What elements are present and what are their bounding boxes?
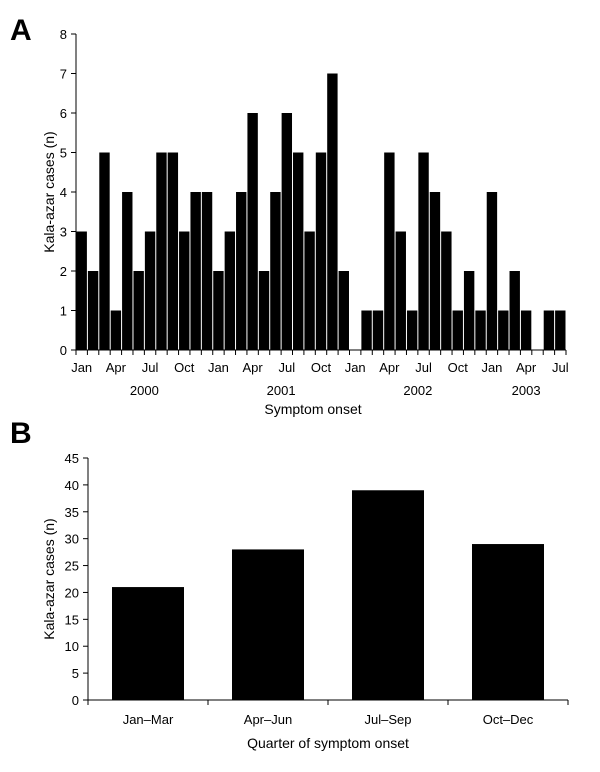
panel-b-category-label: Jul–Sep [365, 712, 412, 727]
panel-a-month-label: Jan [71, 360, 92, 375]
panel-a-y-tick-label: 4 [60, 185, 67, 200]
panel-a-xlabel: Symptom onset [264, 401, 361, 417]
panel-a-y-tick-label: 6 [60, 106, 67, 121]
panel-a-year-label: 2003 [512, 383, 541, 398]
panel-a-ylabel: Kala-azar cases (n) [41, 131, 57, 252]
panel-a-month-label: Jul [552, 360, 569, 375]
panel-b-y-tick-label: 0 [72, 693, 79, 708]
panel-a-y-tick-label: 0 [60, 343, 67, 358]
panel-a-bar [247, 113, 258, 350]
panel-a-bar [520, 310, 532, 350]
panel-a-month-label: Oct [448, 360, 469, 375]
panel-a-bar [395, 231, 406, 350]
panel-a-month-label: Jul [415, 360, 432, 375]
panel-a-month-label: Apr [516, 360, 537, 375]
panel-a-bar [418, 152, 429, 350]
panel-b-bar [112, 587, 184, 700]
panel-a-bar [543, 310, 555, 350]
panel-a-month-label: Apr [243, 360, 264, 375]
panel-b-y-tick-label: 15 [65, 612, 79, 627]
panel-a-bar [452, 310, 463, 350]
panel-a-month-label: Jan [208, 360, 229, 375]
panel-a-bar [498, 310, 509, 350]
panel-a-y-tick-label: 3 [60, 225, 67, 240]
panel-a-bar [99, 152, 110, 350]
panel-a-bar [167, 152, 179, 350]
panel-a-bar [304, 231, 315, 350]
panel-b-y-tick-label: 10 [65, 639, 79, 654]
panel-b-y-tick-label: 30 [65, 532, 79, 547]
panel-a-month-label: Jan [345, 360, 366, 375]
panel-a-bar [76, 231, 87, 350]
panel-b-y-tick-label: 25 [65, 559, 79, 574]
panel-b-y-tick-label: 20 [65, 585, 79, 600]
panel-a-bar [406, 310, 418, 350]
panel-a-bar [179, 231, 190, 350]
panel-a-bar [509, 271, 520, 350]
panel-a-bar [315, 152, 327, 350]
panel-a-bar [87, 271, 99, 350]
panel-a-bar [361, 310, 372, 350]
panel-b-ylabel: Kala-azar cases (n) [41, 518, 57, 639]
panel-a-month-label: Oct [311, 360, 332, 375]
panel-a-y-tick-label: 5 [60, 146, 67, 161]
panel-b-xlabel: Quarter of symptom onset [247, 735, 409, 751]
panel-a-bar [441, 231, 452, 350]
panel-b-y-tick-label: 45 [65, 451, 79, 466]
panel-a-bar [156, 152, 167, 350]
panel-a-bar [270, 192, 281, 350]
panel-a-bar [110, 310, 122, 350]
panel-a-bar [122, 192, 133, 350]
panel-b-category-label: Jan–Mar [123, 712, 174, 727]
panel-b-bar [232, 549, 304, 700]
panel-b-letter: B [10, 417, 32, 450]
panel-a-bar [429, 192, 441, 350]
panel-a-month-label: Apr [379, 360, 400, 375]
panel-a-month-label: Apr [106, 360, 127, 375]
panel-a-bar [555, 310, 566, 350]
panel-a-bar [463, 271, 475, 350]
panel-b-y-tick-label: 5 [72, 666, 79, 681]
panel-a-month-label: Oct [174, 360, 195, 375]
panel-a-bar [372, 310, 384, 350]
panel-a-year-label: 2002 [403, 383, 432, 398]
panel-a-bar [224, 231, 236, 350]
panel-b: B Kala-azar cases (n) Quarter of symptom… [10, 417, 569, 751]
panel-a-bar [384, 152, 395, 350]
panel-a: A Kala-azar cases (n) Symptom onset 0 1 2 3… [10, 14, 569, 417]
panel-a-bar [201, 192, 213, 350]
panel-a-y-tick-label: 7 [60, 67, 67, 82]
panel-b-bar [352, 490, 424, 700]
panel-b-category-label: Oct–Dec [483, 712, 534, 727]
panel-a-y-tick-label: 1 [60, 304, 67, 319]
panel-a-bar [144, 231, 156, 350]
panel-b-category-label: Apr–Jun [244, 712, 292, 727]
panel-a-bar [133, 271, 144, 350]
panel-a-y-tick-label: 2 [60, 264, 67, 279]
panel-a-letter: A [10, 14, 32, 47]
panel-a-bar [338, 271, 349, 350]
panel-a-month-label: Jul [142, 360, 159, 375]
panel-a-year-label: 2000 [130, 383, 159, 398]
panel-a-bar [190, 192, 201, 350]
panel-a-bar [236, 192, 247, 350]
panel-a-bar [486, 192, 498, 350]
panel-a-bar [293, 152, 304, 350]
panel-a-bar [213, 271, 224, 350]
panel-a-bar [327, 73, 338, 350]
panel-a-month-label: Jul [279, 360, 296, 375]
panel-a-year-label: 2001 [267, 383, 296, 398]
panel-a-bar [281, 113, 293, 350]
panel-a-y-tick-label: 8 [60, 27, 67, 42]
panel-b-bar [472, 544, 544, 700]
panel-a-bar [475, 310, 486, 350]
panel-a-month-label: Jan [481, 360, 502, 375]
panel-b-y-tick-label: 40 [65, 478, 79, 493]
panel-b-y-tick-label: 35 [65, 505, 79, 520]
panel-a-bar [258, 271, 270, 350]
